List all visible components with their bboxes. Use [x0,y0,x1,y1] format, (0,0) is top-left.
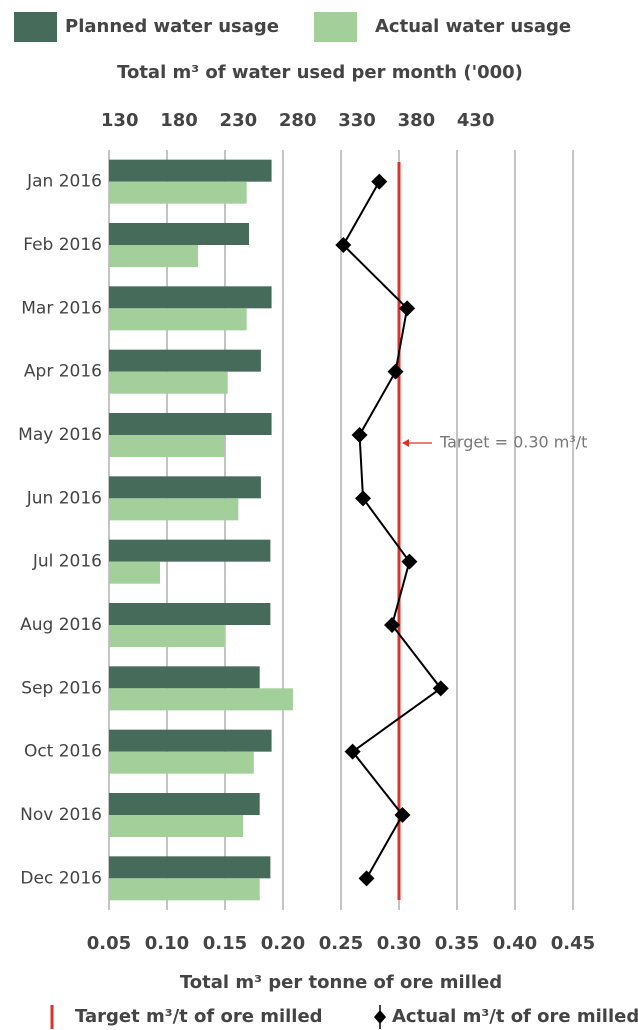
bar [109,625,226,647]
x-tick-label: 0.40 [493,933,537,954]
x2-tick-label: 230 [220,110,258,131]
bar [109,498,239,521]
legend-swatch-planned [14,12,57,42]
bar [109,539,271,562]
bar [109,413,272,435]
x2-tick-label: 380 [398,110,436,131]
bar [109,729,272,752]
marker [401,553,418,570]
bar [109,476,261,499]
legend-actual: Actual water usage [375,16,571,37]
category-label: Apr 2016 [24,362,102,382]
marker [351,427,368,443]
category-label: Mar 2016 [21,298,102,318]
marker [399,300,416,317]
legend-target: Target m³/t of ore milled [75,1006,323,1027]
bar [109,561,161,584]
marker [387,363,404,380]
category-label: Nov 2016 [20,805,102,825]
marker [384,617,401,633]
x2-tick-label: 180 [160,110,198,131]
x2-tick-label: 330 [338,110,376,131]
bar [109,751,254,774]
marker [394,807,411,823]
category-label: Oct 2016 [24,742,102,762]
chart-title: Total m³ of water used per month ('000) [117,62,523,83]
bar [109,349,261,372]
x-tick-label: 0.10 [145,933,189,954]
x-axis-label: Total m³ per tonne of ore milled [180,972,502,993]
bar [109,666,260,689]
legend-line: Actual m³/t of ore milled [392,1006,638,1027]
x-tick-label: 0.25 [319,933,363,954]
legend-planned: Planned water usage [65,16,279,37]
category-label: Dec 2016 [20,868,102,888]
marker [344,743,361,760]
x2-tick-label: 430 [457,110,495,131]
x-tick-label: 0.35 [435,933,479,954]
annotation-arrowhead [402,439,409,447]
x-tick-label: 0.30 [377,933,421,954]
bar [109,159,272,182]
x2-tick-label: 280 [279,110,317,131]
x2-tick-label: 130 [101,110,139,131]
x-tick-label: 0.45 [551,933,595,954]
marker [371,173,388,190]
bar [109,223,250,245]
category-label: Jul 2016 [32,552,102,572]
legend-swatch-actual [314,12,357,42]
x-tick-label: 0.15 [203,933,247,954]
bar [109,371,228,394]
marker [355,490,372,507]
category-label: Feb 2016 [23,235,102,255]
legend-diamond [374,1010,386,1024]
x-tick-label: 0.20 [261,933,305,954]
marker [432,680,449,697]
marker [358,870,375,887]
bar [109,878,260,901]
bar [109,286,272,309]
category-label: Jun 2016 [26,488,102,508]
bar [109,308,247,331]
bar [109,181,247,204]
category-label: May 2016 [18,425,102,445]
x-tick-label: 0.05 [87,933,131,954]
bar [109,793,260,815]
bar [109,435,225,457]
line [342,181,443,879]
marker [335,237,352,253]
bar [109,856,271,879]
bar [109,603,271,625]
category-label: Aug 2016 [20,615,102,635]
bar [109,688,293,711]
annotation: Target = 0.30 m³/t [439,433,587,452]
bar [109,245,199,267]
category-label: Jan 2016 [26,172,102,192]
category-label: Sep 2016 [21,678,102,698]
bar [109,815,244,837]
